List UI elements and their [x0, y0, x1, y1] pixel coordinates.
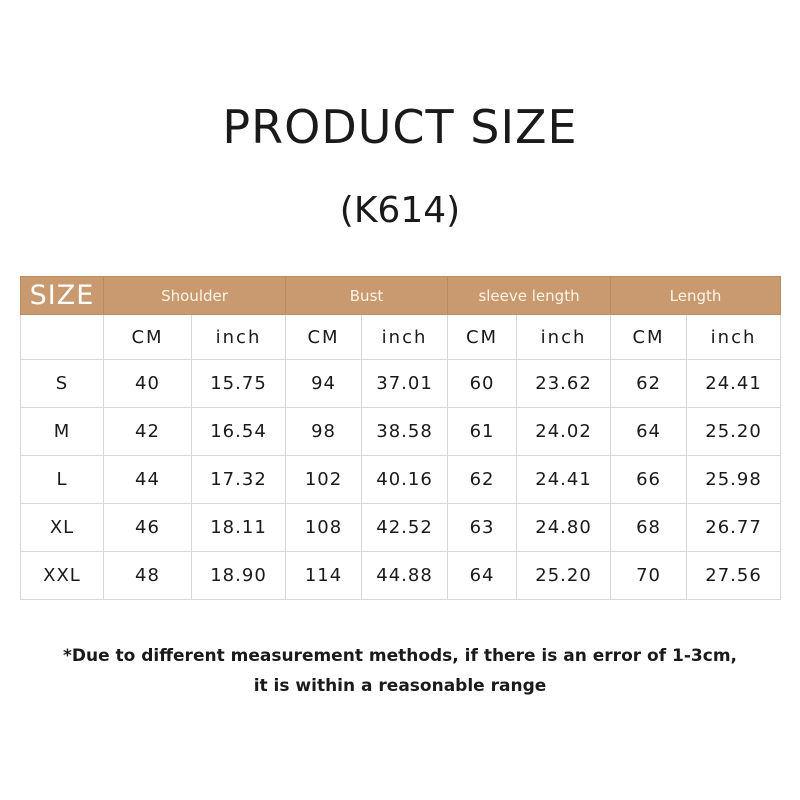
- measurement-cell: 40: [103, 359, 192, 408]
- measurement-cell: 42.52: [361, 503, 449, 552]
- measurement-cell: 102: [285, 455, 363, 504]
- table-row: M 42 16.54 98 38.58 61 24.02 64 25.20: [20, 407, 782, 456]
- table-row: XL 46 18.11 108 42.52 63 24.80 68 26.77: [20, 503, 782, 552]
- measurement-cell: 37.01: [361, 359, 449, 408]
- measurement-cell: 60: [447, 359, 518, 408]
- unit-header: CM: [610, 314, 688, 360]
- table-row: XXL 48 18.90 114 44.88 64 25.20 70 27.56: [20, 551, 782, 600]
- unit-header: inch: [190, 314, 287, 360]
- unit-header-empty: [20, 314, 104, 360]
- product-code: (K614): [339, 190, 461, 231]
- measurement-cell: 25.20: [516, 551, 612, 600]
- group-header-length: Length: [610, 276, 782, 315]
- measurement-cell: 42: [103, 407, 192, 456]
- measurement-cell: 61: [447, 407, 518, 456]
- measurement-cell: 27.56: [686, 551, 782, 600]
- measurement-cell: 114: [285, 551, 363, 600]
- measurement-cell: 46: [103, 503, 192, 552]
- size-header: SIZE: [20, 276, 104, 315]
- measurement-cell: 23.62: [516, 359, 612, 408]
- unit-header: CM: [285, 314, 363, 360]
- measurement-cell: 24.80: [516, 503, 612, 552]
- measurement-cell: 108: [285, 503, 363, 552]
- measurement-cell: 17.32: [190, 455, 287, 504]
- measurement-cell: 98: [285, 407, 363, 456]
- measurement-cell: 44: [103, 455, 192, 504]
- measurement-cell: 26.77: [686, 503, 782, 552]
- unit-header: inch: [686, 314, 782, 360]
- size-cell: XL: [20, 503, 104, 552]
- unit-header: inch: [516, 314, 612, 360]
- size-cell: S: [20, 359, 104, 408]
- size-cell: XXL: [20, 551, 104, 600]
- unit-header: inch: [361, 314, 449, 360]
- measurement-cell: 48: [103, 551, 192, 600]
- group-header-row: SIZE Shoulder Bust sleeve length Length: [20, 276, 782, 315]
- note-line-1: *Due to different measurement methods, i…: [62, 646, 737, 666]
- table-row: L 44 17.32 102 40.16 62 24.41 66 25.98: [20, 455, 782, 504]
- unit-header-row: CM inch CM inch CM inch CM inch: [20, 314, 782, 360]
- measurement-cell: 63: [447, 503, 518, 552]
- note-line-2: it is within a reasonable range: [253, 676, 547, 696]
- measurement-cell: 25.20: [686, 407, 782, 456]
- measurement-cell: 64: [610, 407, 688, 456]
- measurement-cell: 70: [610, 551, 688, 600]
- group-header-sleeve-length: sleeve length: [447, 276, 612, 315]
- page-title: PRODUCT SIZE: [222, 100, 578, 154]
- unit-header: CM: [447, 314, 518, 360]
- measurement-cell: 15.75: [190, 359, 287, 408]
- measurement-cell: 68: [610, 503, 688, 552]
- group-header-bust: Bust: [285, 276, 449, 315]
- measurement-cell: 24.02: [516, 407, 612, 456]
- measurement-cell: 94: [285, 359, 363, 408]
- table-row: S 40 15.75 94 37.01 60 23.62 62 24.41: [20, 359, 782, 408]
- unit-header: CM: [103, 314, 192, 360]
- measurement-cell: 38.58: [361, 407, 449, 456]
- group-header-shoulder: Shoulder: [102, 276, 287, 315]
- measurement-cell: 24.41: [686, 359, 782, 408]
- measurement-cell: 18.11: [190, 503, 287, 552]
- size-cell: L: [20, 455, 104, 504]
- size-cell: M: [20, 407, 104, 456]
- measurement-cell: 62: [447, 455, 518, 504]
- measurement-cell: 66: [610, 455, 688, 504]
- measurement-cell: 64: [447, 551, 518, 600]
- measurement-cell: 62: [610, 359, 688, 408]
- measurement-cell: 40.16: [361, 455, 449, 504]
- size-chart-table: SIZE Shoulder Bust sleeve length Length …: [20, 276, 782, 600]
- measurement-cell: 24.41: [516, 455, 612, 504]
- measurement-cell: 44.88: [361, 551, 449, 600]
- measurement-cell: 25.98: [686, 455, 782, 504]
- measurement-cell: 18.90: [190, 551, 287, 600]
- measurement-cell: 16.54: [190, 407, 287, 456]
